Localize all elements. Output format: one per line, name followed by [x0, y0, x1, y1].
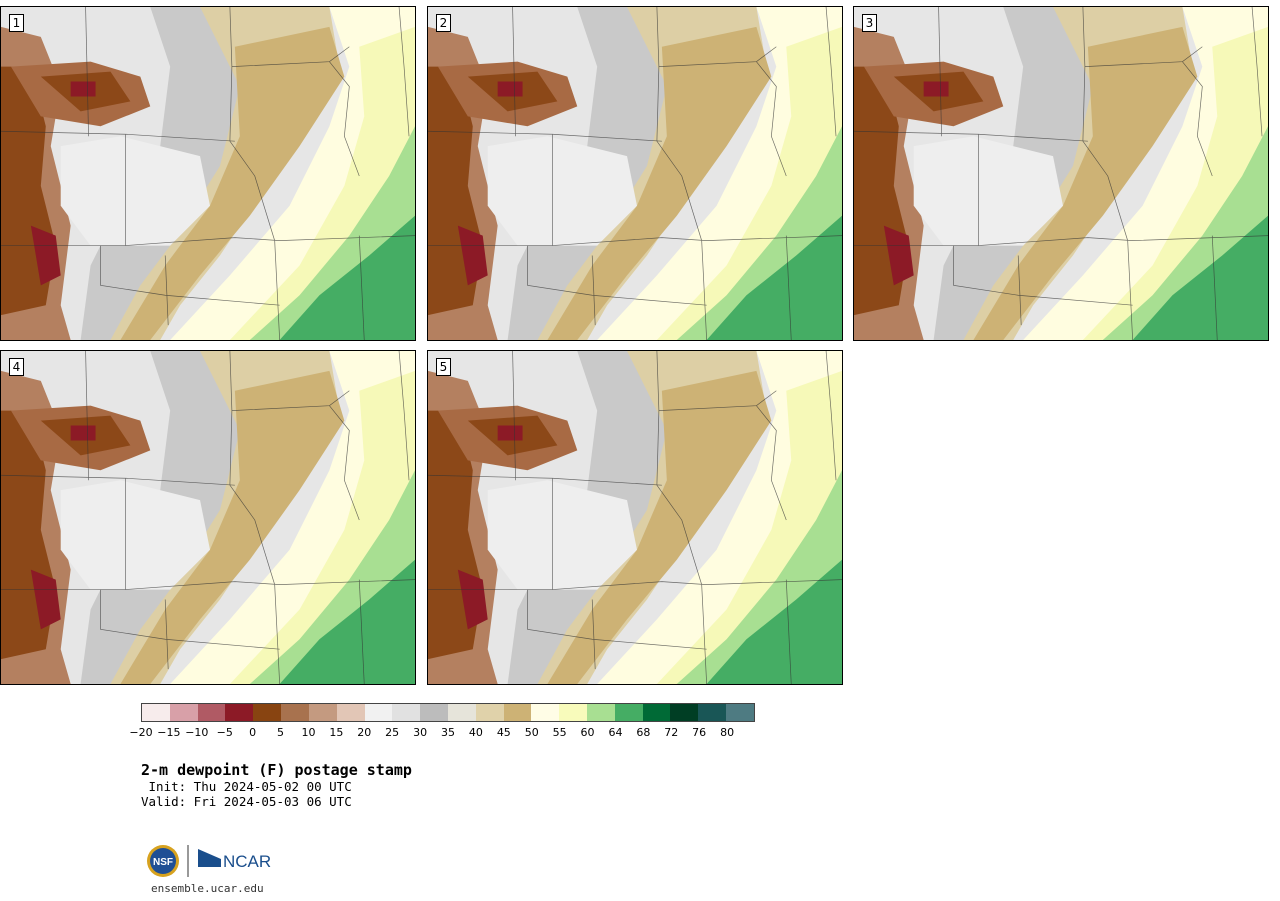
stamp-panel-2: 2 — [427, 6, 843, 341]
colorbar-swatch — [698, 704, 727, 721]
colorbar-swatch — [531, 704, 560, 721]
colorbar-tick-label: 80 — [720, 726, 735, 739]
dewpoint-map-2 — [428, 7, 842, 340]
colorbar-swatch — [447, 704, 476, 721]
colorbar-swatch — [614, 704, 643, 721]
colorbar-tick-label: 60 — [580, 726, 595, 739]
colorbar-swatch — [169, 704, 198, 721]
colorbar-swatch — [336, 704, 365, 721]
colorbar-tick-label: 25 — [385, 726, 400, 739]
colorbar-swatch — [253, 704, 282, 721]
colorbar-swatch — [475, 704, 504, 721]
panel-number: 3 — [862, 14, 877, 32]
colorbar-swatch — [642, 704, 671, 721]
colorbar-swatch — [503, 704, 532, 721]
colorbar-swatch — [142, 704, 170, 721]
colorbar-tick-label: 15 — [329, 726, 344, 739]
plot-title: 2-m dewpoint (F) postage stamp — [141, 761, 412, 779]
colorbar-swatch — [726, 704, 754, 721]
colorbar-swatch — [225, 704, 254, 721]
colorbar-tick-label: 20 — [357, 726, 372, 739]
panel-number: 5 — [436, 358, 451, 376]
colorbar-tick-label: 40 — [468, 726, 483, 739]
dewpoint-map-1 — [1, 7, 415, 340]
dewpoint-map-3 — [854, 7, 1268, 340]
nsf-logo-text: NSF — [153, 857, 173, 868]
panel-number: 2 — [436, 14, 451, 32]
colorbar-tick-label: 5 — [277, 726, 285, 739]
dewpoint-map-5 — [428, 351, 842, 684]
stamp-panel-3: 3 — [853, 6, 1269, 341]
stamp-panel-1: 1 — [0, 6, 416, 341]
colorbar-tick-label: 30 — [413, 726, 428, 739]
panel-number: 4 — [9, 358, 24, 376]
colorbar-swatch — [392, 704, 421, 721]
colorbar-swatch — [670, 704, 699, 721]
colorbar-swatch — [308, 704, 337, 721]
colorbar-swatch — [197, 704, 226, 721]
ncar-logo-text: NCAR — [223, 852, 271, 871]
colorbar-tick-label: 0 — [249, 726, 257, 739]
colorbar-tick-label: 76 — [692, 726, 707, 739]
colorbar-tick-label: −5 — [216, 726, 233, 739]
stamp-panel-4: 4 — [0, 350, 416, 685]
panel-number: 1 — [9, 14, 24, 32]
colorbar-tick-label: 10 — [301, 726, 316, 739]
dewpoint-map-4 — [1, 351, 415, 684]
colorbar-tick-label: −10 — [185, 726, 209, 739]
colorbar-swatch — [364, 704, 393, 721]
colorbar-tick-label: 35 — [441, 726, 455, 739]
colorbar-tick-label: 45 — [496, 726, 511, 739]
colorbar-tick-label: 55 — [552, 726, 567, 739]
colorbar-tick-label: 72 — [664, 726, 679, 739]
colorbar-swatch — [281, 704, 309, 721]
valid-time: Valid: Fri 2024-05-03 06 UTC — [141, 794, 352, 809]
colorbar-tick-label: 68 — [636, 726, 651, 739]
colorbar-tick-label: −20 — [129, 726, 153, 739]
dewpoint-colorbar — [141, 703, 755, 722]
stamp-panel-5: 5 — [427, 350, 843, 685]
colorbar-swatch — [559, 704, 587, 721]
site-url: ensemble.ucar.edu — [151, 882, 264, 895]
colorbar-swatch — [420, 704, 448, 721]
colorbar-tick-label: 64 — [608, 726, 623, 739]
nsf-ncar-logo: NSF NCAR — [147, 845, 271, 877]
colorbar-ticks: −20 −15 −10 −5 0 5 10 15 20 25 30 35 40 45 50 55 60 64 68 7… — [129, 726, 755, 740]
init-time: Init: Thu 2024-05-02 00 UTC — [141, 779, 352, 794]
colorbar-swatch — [587, 704, 615, 721]
colorbar-tick-label: 50 — [524, 726, 539, 739]
colorbar-tick-label: −15 — [157, 726, 181, 739]
